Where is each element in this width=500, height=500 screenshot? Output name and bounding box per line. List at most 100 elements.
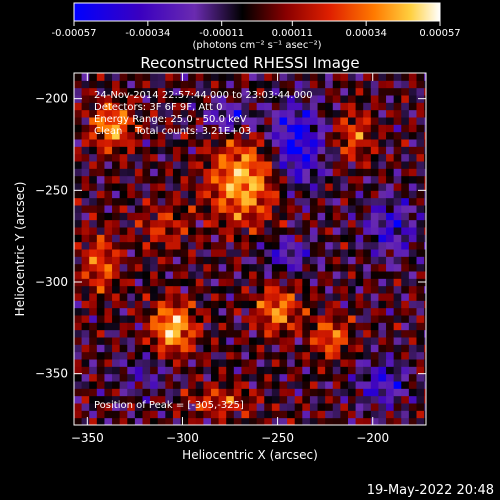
heatmap-cell xyxy=(249,373,258,382)
heatmap-cell xyxy=(424,285,426,294)
heatmap-cell xyxy=(325,263,334,272)
heatmap-cell xyxy=(81,373,90,382)
heatmap-cell xyxy=(218,395,227,404)
heatmap-cell xyxy=(378,410,387,419)
heatmap-cell xyxy=(340,329,349,338)
heatmap-cell xyxy=(74,124,83,133)
heatmap-cell xyxy=(317,403,326,411)
heatmap-cell xyxy=(325,366,334,375)
heatmap-cell xyxy=(142,315,151,323)
heatmap-cell xyxy=(81,190,90,199)
heatmap-cell xyxy=(332,168,341,177)
heatmap-cell xyxy=(172,293,182,301)
heatmap-cell xyxy=(233,95,242,103)
heatmap-cell xyxy=(370,278,379,287)
heatmap-cell xyxy=(172,102,182,111)
heatmap-cell xyxy=(363,95,372,103)
heatmap-cell xyxy=(340,241,349,250)
heatmap-cell xyxy=(233,351,242,360)
heatmap-cell xyxy=(355,249,364,257)
heatmap-cell xyxy=(249,227,258,235)
heatmap-cell xyxy=(355,307,364,316)
heatmap-cell xyxy=(393,417,402,425)
heatmap-cell xyxy=(424,329,426,338)
heatmap-cell xyxy=(294,117,303,125)
heatmap-cell xyxy=(74,359,83,367)
heatmap-cell xyxy=(203,234,212,243)
heatmap-cell xyxy=(408,388,417,397)
heatmap-cell xyxy=(386,256,395,265)
heatmap-cell xyxy=(203,285,212,294)
y-axis-label: Heliocentric Y (arcsec) xyxy=(13,182,27,317)
heatmap-cell xyxy=(134,153,143,162)
heatmap-cell xyxy=(408,395,417,404)
heatmap-cell xyxy=(287,403,296,411)
heatmap-cell xyxy=(287,307,296,316)
heatmap-cell xyxy=(317,153,326,162)
heatmap-cell xyxy=(370,344,379,353)
heatmap-cell xyxy=(309,366,319,375)
heatmap-cell xyxy=(150,417,159,425)
heatmap-cell xyxy=(317,73,326,81)
heatmap-cell xyxy=(424,263,426,272)
heatmap-cell xyxy=(294,234,303,243)
heatmap-cell xyxy=(408,293,417,301)
heatmap-cell xyxy=(226,95,235,103)
heatmap-cell xyxy=(218,256,227,265)
heatmap-cell xyxy=(96,109,105,118)
heatmap-cell xyxy=(309,417,319,425)
heatmap-cell xyxy=(249,351,258,360)
heatmap-cell xyxy=(332,146,341,155)
heatmap-cell xyxy=(96,263,105,272)
heatmap-cell xyxy=(195,212,204,221)
heatmap-cell xyxy=(302,285,311,294)
heatmap-cell xyxy=(218,87,227,96)
heatmap-cell xyxy=(401,139,410,147)
heatmap-cell xyxy=(157,285,166,294)
heatmap-cell xyxy=(416,124,425,133)
heatmap-cell xyxy=(142,205,151,213)
heatmap-cell xyxy=(81,183,90,191)
heatmap-cell xyxy=(332,381,341,389)
heatmap-cell xyxy=(325,249,334,257)
heatmap-cell xyxy=(294,359,303,367)
heatmap-cell xyxy=(325,241,334,250)
heatmap-cell xyxy=(241,168,250,177)
heatmap-cell xyxy=(370,234,379,243)
heatmap-cell xyxy=(363,381,372,389)
heatmap-cell xyxy=(203,109,212,118)
heatmap-cell xyxy=(363,322,372,331)
heatmap-cell xyxy=(233,315,242,323)
heatmap-cell xyxy=(81,146,90,155)
heatmap-cell xyxy=(393,73,402,81)
heatmap-cell xyxy=(210,95,220,103)
heatmap-cell xyxy=(157,366,166,375)
heatmap-cell xyxy=(347,329,357,338)
heatmap-cell xyxy=(332,73,341,81)
heatmap-cell xyxy=(393,322,402,331)
heatmap-cell xyxy=(279,395,288,404)
heatmap-cell xyxy=(309,315,319,323)
heatmap-cell xyxy=(408,212,417,221)
heatmap-cell xyxy=(241,322,250,331)
heatmap-cell xyxy=(241,307,250,316)
heatmap-cell xyxy=(172,146,182,155)
heatmap-cell xyxy=(408,234,417,243)
heatmap-cell xyxy=(325,175,334,184)
heatmap-cell xyxy=(401,366,410,375)
heatmap-cell xyxy=(317,359,326,367)
heatmap-cell xyxy=(393,197,402,206)
heatmap-cell xyxy=(74,190,83,199)
heatmap-cell xyxy=(157,227,166,235)
heatmap-cell xyxy=(287,109,296,118)
heatmap-cell xyxy=(180,359,189,367)
heatmap-cell xyxy=(340,161,349,169)
colorbar-tick-label: 0.00011 xyxy=(272,28,313,39)
heatmap-cell xyxy=(309,139,319,147)
heatmap-cell xyxy=(104,249,113,257)
heatmap-cell xyxy=(188,395,197,404)
heatmap-cell xyxy=(302,73,311,81)
heatmap-cell xyxy=(81,307,90,316)
heatmap-cell xyxy=(157,124,166,133)
heatmap-cell xyxy=(279,87,288,96)
